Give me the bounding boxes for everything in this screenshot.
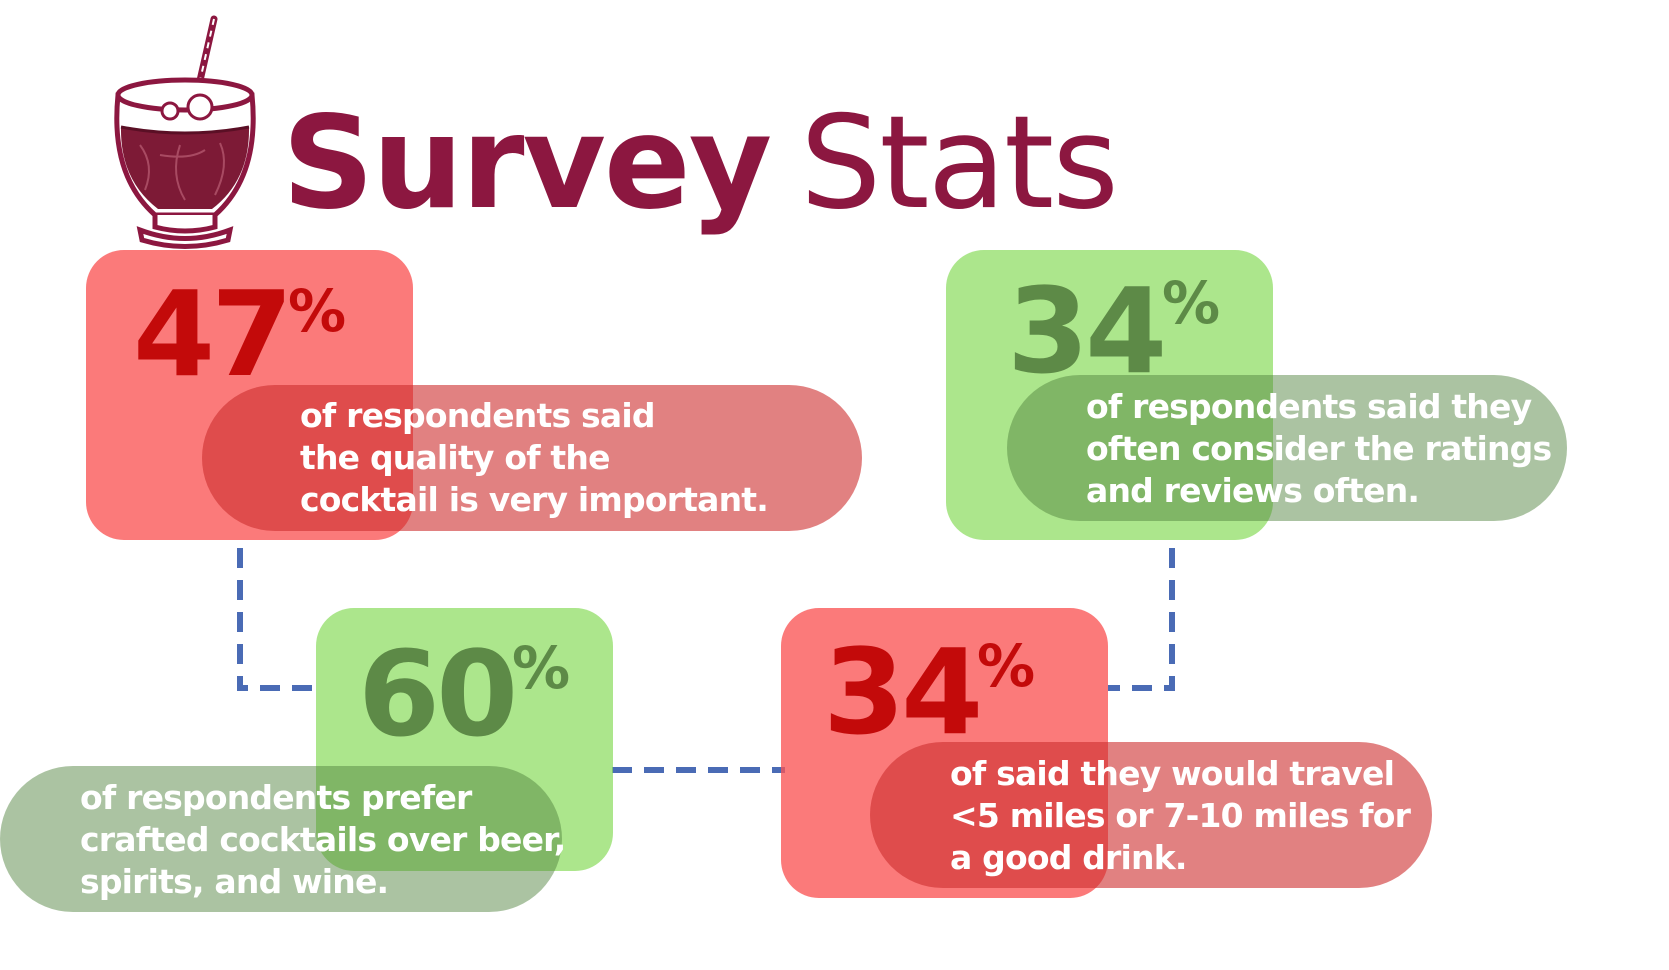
stat-description-line: cocktail is very important. [300,480,769,519]
stat-card-pill [0,766,562,912]
stat-description-line: of respondents said they [1086,387,1532,426]
stat-description-line: of said they would travel [950,754,1395,793]
stat-unit: % [288,277,347,345]
stat-description-line: a good drink. [950,838,1187,877]
stat-unit: % [977,632,1036,700]
stat-card-box [946,250,1273,540]
stat-description-line: and reviews often. [1086,471,1420,510]
page-title-bold: Survey [282,89,772,238]
stat-unit: % [1162,269,1221,337]
stat-description: of respondents prefer crafted cocktails … [80,777,566,903]
stat-description-line: of respondents prefer [80,778,472,817]
stat-card-pill [870,742,1432,888]
stat-description: of respondents said the quality of the c… [300,395,769,521]
stat-value: 60 [358,625,518,763]
stat-card-box [316,608,613,871]
stat-description-line: the quality of the [300,438,610,477]
stat-description-line: spirits, and wine. [80,862,389,901]
stat-value: 34 [823,623,983,761]
stat-description-line: often consider the ratings [1086,429,1552,468]
connector-47-to-60 [237,548,318,691]
cocktail-glass-icon [114,15,256,249]
stat-card-pill [202,385,862,531]
stat-description: of respondents said they often consider … [1086,386,1552,512]
stat-description-line: crafted cocktails over beer, [80,820,566,859]
stat-description-line: of respondents said [300,396,655,435]
stat-description: of said they would travel <5 miles or 7-… [950,753,1411,879]
stat-card-pill [1007,375,1567,521]
stat-value: 34 [1007,262,1167,400]
connector-34-to-34 [1108,548,1175,691]
stat-value: 47 [133,265,293,403]
stat-description-line: <5 miles or 7-10 miles for [950,796,1411,835]
page-title: Survey Stats [282,100,1119,228]
stat-unit: % [512,634,571,702]
page-title-light: Stats [800,89,1119,238]
